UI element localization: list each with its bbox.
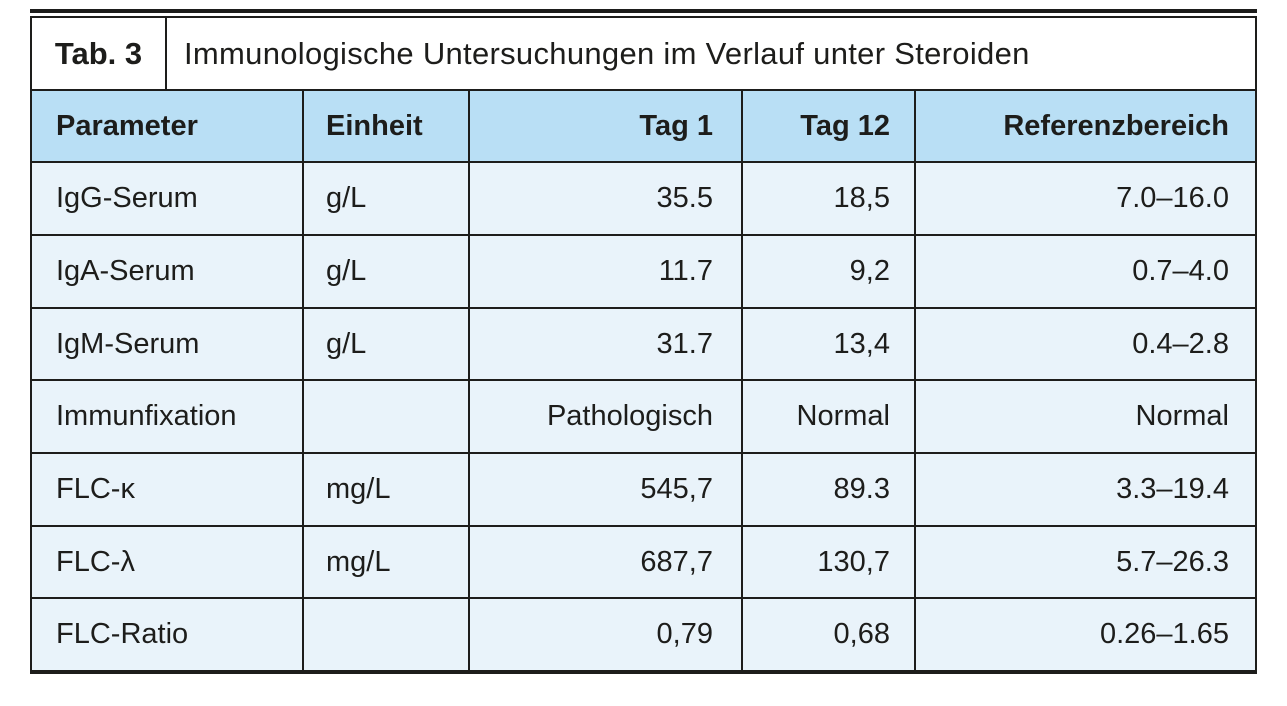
cell-tag1: 545,7 bbox=[470, 454, 743, 525]
cell-tag1: 31.7 bbox=[470, 308, 743, 380]
table-caption-row: Tab. 3 Immunologische Untersuchungen im … bbox=[32, 18, 1255, 91]
column-header-parameter: Parameter bbox=[32, 90, 304, 162]
cell-referenzbereich: 7.0–16.0 bbox=[1116, 182, 1229, 215]
table-row-flc-ratio: FLC-Ratio 0,79 0,68 0.26–1.65 bbox=[32, 599, 1255, 671]
cell-tag12: 18,5 bbox=[743, 163, 916, 235]
cell-parameter: IgM-Serum bbox=[32, 308, 304, 380]
cell-einheit bbox=[304, 381, 470, 453]
cell-tag12: 89.3 bbox=[743, 454, 916, 525]
cell-tag1: Pathologisch bbox=[470, 381, 743, 453]
table-row-iga-serum: IgA-Serum g/L 11.7 9,2 0.7–4.0 bbox=[32, 236, 1255, 309]
cell-tag12: Normal bbox=[743, 381, 916, 453]
table-row-flc-lambda: FLC-λ mg/L 687,7 130,7 5.7–26.3 bbox=[32, 526, 1255, 600]
table-row-flc-kappa: FLC-κ mg/L 545,7 89.3 3.3–19.4 bbox=[32, 454, 1255, 527]
cell-tag1: 11.7 bbox=[470, 236, 743, 307]
cell-referenzbereich: 3.3–19.4 bbox=[1116, 472, 1229, 505]
cell-tag1: 687,7 bbox=[470, 526, 743, 598]
cell-parameter: Immunfixation bbox=[32, 381, 304, 453]
table-number-label: Tab. 3 bbox=[32, 18, 167, 89]
table-title: Immunologische Untersuchungen im Verlauf… bbox=[184, 35, 1030, 71]
column-header-referenzbereich: Referenzbereich bbox=[1003, 109, 1229, 142]
cell-referenzbereich: Normal bbox=[1135, 400, 1229, 433]
cell-tag12: 13,4 bbox=[743, 308, 916, 380]
cell-parameter: FLC-Ratio bbox=[32, 599, 304, 671]
column-header-tag12: Tag 12 bbox=[743, 90, 916, 162]
cell-referenzbereich: 5.7–26.3 bbox=[1116, 545, 1229, 578]
table-row-igg-serum: IgG-Serum g/L 35.5 18,5 7.0–16.0 bbox=[32, 163, 1255, 237]
table-row-igm-serum: IgM-Serum g/L 31.7 13,4 0.4–2.8 bbox=[32, 308, 1255, 382]
cell-einheit: mg/L bbox=[304, 526, 470, 598]
cell-einheit: mg/L bbox=[304, 454, 470, 525]
cell-parameter: FLC-κ bbox=[32, 454, 304, 525]
column-header-einheit: Einheit bbox=[304, 90, 470, 162]
cell-tag12: 0,68 bbox=[743, 599, 916, 671]
cell-parameter: IgA-Serum bbox=[32, 236, 304, 307]
cell-tag1: 35.5 bbox=[470, 163, 743, 235]
cell-tag1: 0,79 bbox=[470, 599, 743, 671]
column-header-tag1: Tag 1 bbox=[470, 90, 743, 162]
cell-tag12: 9,2 bbox=[743, 236, 916, 307]
cell-parameter: FLC-λ bbox=[32, 526, 304, 598]
cell-einheit: g/L bbox=[304, 308, 470, 380]
table-row-immunfixation: Immunfixation Pathologisch Normal Normal bbox=[32, 381, 1255, 455]
cell-tag12: 130,7 bbox=[743, 526, 916, 598]
cell-einheit bbox=[304, 599, 470, 671]
cell-referenzbereich: 0.4–2.8 bbox=[1132, 327, 1229, 360]
cell-referenzbereich: 0.26–1.65 bbox=[1099, 618, 1229, 651]
cell-parameter: IgG-Serum bbox=[32, 163, 304, 235]
table-header-row: Parameter Einheit Tag 1 Tag 12 Referenzb… bbox=[32, 90, 1255, 164]
immunology-table: Tab. 3 Immunologische Untersuchungen im … bbox=[30, 16, 1257, 674]
top-rule-divider bbox=[30, 9, 1257, 13]
cell-einheit: g/L bbox=[304, 236, 470, 307]
cell-referenzbereich: 0.7–4.0 bbox=[1132, 254, 1229, 287]
cell-einheit: g/L bbox=[304, 163, 470, 235]
